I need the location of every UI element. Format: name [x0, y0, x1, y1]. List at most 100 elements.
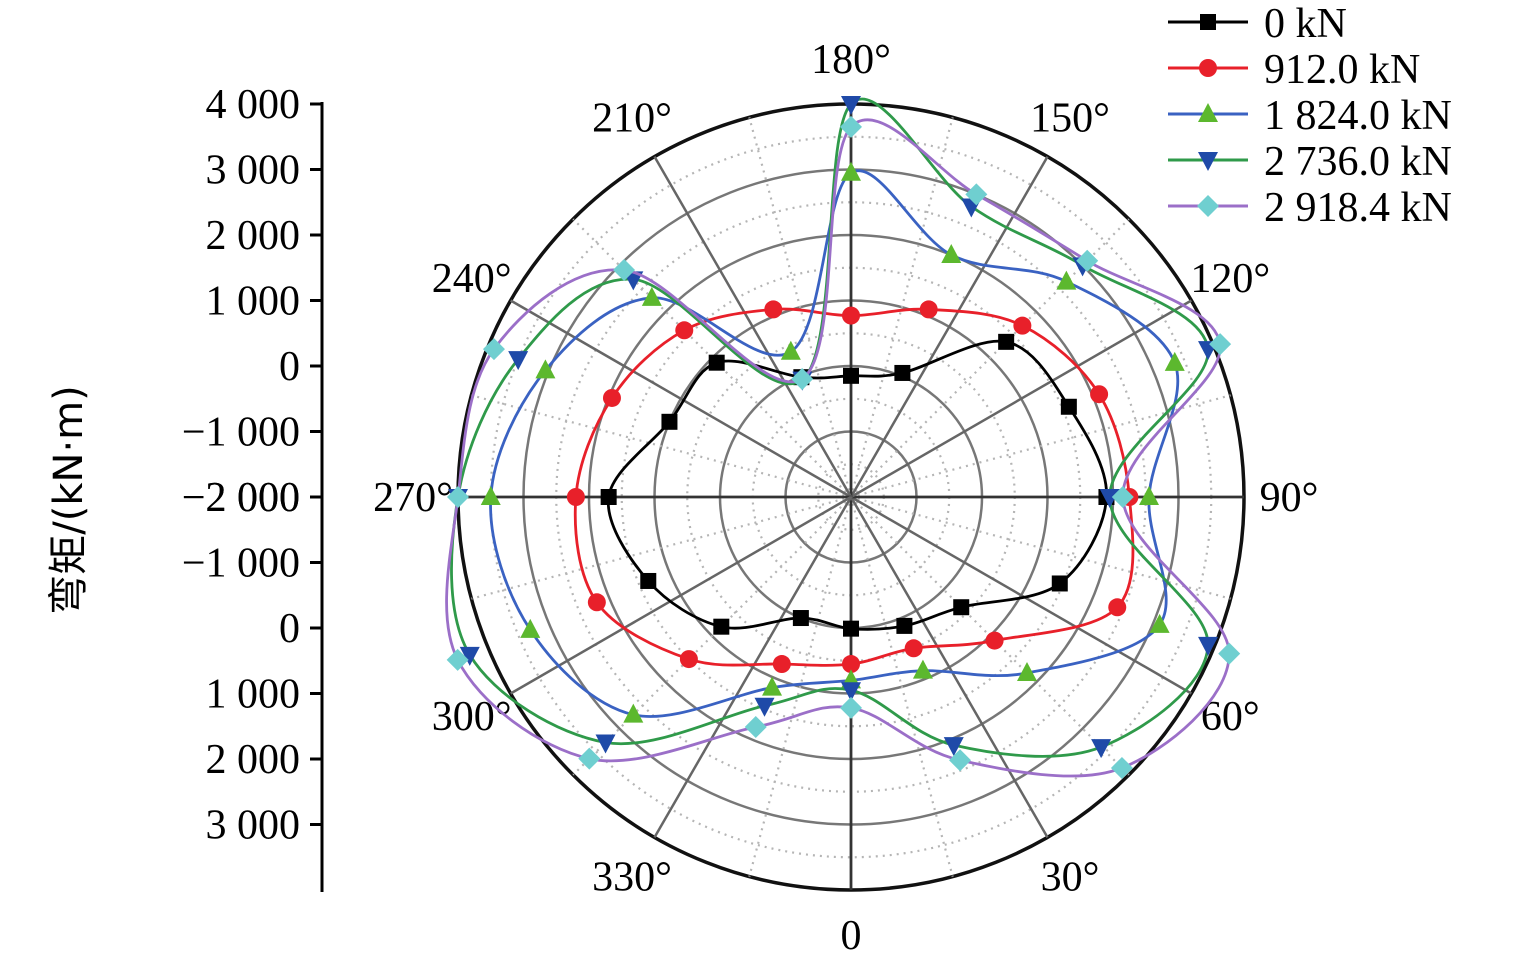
radial-tick-label: 0 [279, 344, 300, 390]
data-point [600, 489, 617, 505]
data-point [754, 697, 775, 717]
data-point [912, 659, 933, 679]
data-point [1164, 351, 1185, 371]
series-0 [600, 333, 1115, 637]
data-point [1060, 398, 1077, 415]
data-point [841, 161, 861, 181]
radial-tick-label: 2 000 [206, 737, 301, 783]
data-point [840, 696, 862, 719]
data-point [679, 650, 698, 669]
data-point [613, 259, 636, 282]
data-point [480, 486, 501, 505]
data-point [1108, 598, 1127, 617]
data-point [894, 364, 911, 381]
data-point [780, 340, 801, 360]
angle-label-240: 240° [432, 256, 512, 302]
data-point [843, 620, 859, 637]
data-point [520, 618, 541, 638]
data-point [792, 610, 809, 627]
radial-tick-label: 3 000 [206, 148, 301, 194]
data-point [896, 617, 913, 634]
data-point [1218, 642, 1241, 665]
grid-spoke-330 [653, 496, 853, 838]
data-point [713, 618, 730, 635]
grid-spoke-30 [849, 496, 1049, 838]
data-point [965, 183, 988, 206]
legend-marker [1198, 152, 1218, 171]
series-4 [445, 115, 1241, 779]
data-point [762, 676, 783, 696]
radial-tick-label: 1 000 [206, 279, 301, 325]
radial-tick-label: −2 000 [182, 475, 300, 521]
legend-label: 912.0 kN [1264, 47, 1420, 93]
data-point [841, 682, 861, 702]
data-point [1111, 486, 1134, 508]
data-point [675, 321, 694, 340]
data-point [985, 631, 1004, 650]
angle-label-180: 180° [811, 37, 891, 83]
radial-tick-label: 1 000 [206, 672, 301, 718]
grid-spoke-240 [510, 299, 852, 499]
grid-spoke-minor [850, 394, 1231, 499]
data-point [904, 639, 923, 658]
data-point [842, 655, 860, 674]
data-point [1016, 661, 1037, 681]
data-point [744, 715, 767, 738]
data-point [566, 488, 585, 506]
y-axis-label: 弯矩/(kN·m) [46, 385, 92, 614]
data-point [764, 300, 783, 319]
grid-spoke-minor [471, 394, 852, 499]
grid-spoke-300 [510, 495, 852, 695]
series-1 [566, 300, 1139, 674]
data-point [1099, 489, 1120, 508]
angle-label-30: 30° [1041, 854, 1100, 900]
grid-spoke-120 [850, 299, 1192, 499]
grid-spoke-minor [748, 496, 853, 877]
radial-tick-label: −1 000 [182, 410, 300, 456]
data-point [943, 737, 964, 757]
legend-marker [1198, 103, 1218, 122]
legend-label: 2 736.0 kN [1264, 139, 1452, 185]
data-point [446, 648, 469, 671]
grid-spoke-minor [850, 495, 1231, 600]
angle-label-0: 0 [841, 913, 862, 952]
radial-tick-label: 3 000 [206, 803, 301, 849]
angle-label-270: 270° [373, 475, 453, 521]
data-point [1076, 249, 1099, 272]
angle-label-120: 120° [1190, 256, 1270, 302]
data-point [949, 749, 972, 772]
series-2 [480, 161, 1185, 723]
grid-spoke-minor [850, 218, 1130, 498]
data-point [919, 300, 938, 319]
radial-tick-label: 0 [279, 606, 300, 652]
data-point [1110, 756, 1133, 779]
data-point [1149, 613, 1170, 633]
grid-spoke-minor [471, 495, 852, 600]
data-point [953, 599, 970, 616]
data-point [1051, 575, 1068, 592]
legend-label: 0 kN [1264, 1, 1347, 47]
data-point [941, 243, 962, 263]
radial-tick-label: 4 000 [206, 82, 301, 128]
data-point [578, 747, 601, 770]
angle-label-150: 150° [1030, 96, 1110, 142]
data-point [587, 593, 606, 612]
data-point [602, 388, 621, 407]
legend-marker [1199, 59, 1217, 77]
radial-axis: −2 000 −1 000 0 1 000 2 000 3 000 4 000 3 000 2 … [182, 82, 324, 892]
data-point [1198, 636, 1219, 656]
data-point [459, 646, 480, 666]
data-point [791, 367, 814, 390]
data-point [1056, 270, 1077, 290]
data-point [998, 333, 1015, 350]
data-point [841, 96, 861, 115]
grid-spoke-minor [849, 117, 954, 498]
radial-tick-label: −2 000 [182, 475, 300, 521]
series-layer [445, 96, 1241, 779]
data-point [842, 306, 860, 325]
data-point [772, 655, 791, 674]
data-point [623, 703, 644, 723]
